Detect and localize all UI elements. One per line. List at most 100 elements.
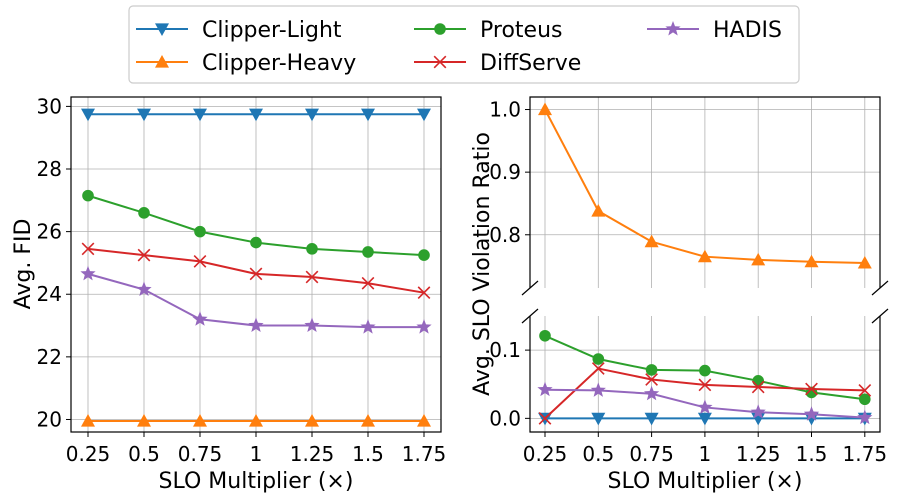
- slo-x-tick-label: 1.5: [796, 442, 828, 466]
- fid-y-tick-label: 28: [37, 157, 62, 181]
- axis-break-mark: [871, 308, 889, 324]
- slo-point-clipper-heavy: [591, 203, 606, 217]
- fid-x-tick-label: 1: [250, 442, 263, 466]
- axis-break-mark: [521, 280, 539, 296]
- slo-point-hadis: [697, 399, 713, 414]
- fid-point-clipper-light: [361, 108, 375, 122]
- axis-break-mark: [871, 280, 889, 296]
- fid-point-hadis: [304, 317, 320, 333]
- slo-point-clipper-heavy: [644, 234, 659, 248]
- fid-point-hadis: [136, 281, 152, 297]
- fid-point-proteus: [418, 249, 430, 261]
- legend-marker-clipper-heavy: [155, 55, 169, 68]
- fid-point-hadis: [192, 311, 208, 326]
- legend: Clipper-Light Clipper-Heavy Proteus DiffSer…: [128, 5, 800, 84]
- fid-point-proteus: [194, 225, 206, 238]
- fid-y-axis-label: Avg. FID: [11, 219, 36, 310]
- fid-point-clipper-light: [137, 108, 151, 122]
- fid-chart: 0.25 0.5 0.75 1 1.25 1.5 1.75 20 22 24 26 28 30 Avg.…: [11, 94, 446, 494]
- slo-x-tick-label: 1: [699, 442, 712, 466]
- legend-label-diffserve: DiffServe: [480, 51, 581, 76]
- slo-point-clipper-heavy: [804, 254, 819, 268]
- fid-point-diffserve: [417, 286, 431, 300]
- fid-point-clipper-heavy: [361, 414, 375, 427]
- fid-series-hadis: [80, 265, 432, 334]
- slo-point-diffserve: [645, 373, 658, 386]
- legend-label-hadis: HADIS: [713, 18, 782, 43]
- slo-point-hadis: [590, 382, 606, 397]
- fid-point-clipper-heavy: [137, 414, 151, 427]
- fid-point-hadis: [248, 317, 264, 333]
- fid-x-tick-label: 0.5: [128, 442, 160, 466]
- slo-point-proteus: [539, 329, 551, 342]
- slo-x-tick-label: 0.5: [582, 442, 614, 466]
- slo-x-tick-label: 1.75: [843, 442, 888, 466]
- legend-label-proteus: Proteus: [480, 18, 562, 43]
- fid-x-tick-label: 1.75: [402, 442, 447, 466]
- fid-y-tick-label: 20: [37, 407, 62, 431]
- slo-x-tick-label: 1.25: [736, 442, 781, 466]
- fid-x-tick-label: 0.25: [66, 442, 111, 466]
- slo-series-hadis: [537, 381, 873, 425]
- fid-point-clipper-heavy: [249, 414, 263, 427]
- legend-frame: [128, 5, 800, 84]
- slo-y-tick-label: 0.1: [489, 338, 521, 362]
- slo-point-diffserve: [751, 380, 765, 394]
- legend-entry-clipper-light: Clipper-Light: [136, 18, 342, 43]
- fid-series-clipper-light: [81, 108, 431, 122]
- slo-x-tick-label: 0.25: [523, 442, 568, 466]
- legend-marker-clipper-light: [155, 23, 169, 36]
- legend-entry-diffserve: DiffServe: [414, 51, 581, 76]
- fid-y-tick-label: 22: [37, 345, 62, 369]
- fid-point-diffserve: [249, 267, 263, 281]
- slo-x-axis-label: SLO Multiplier (×): [608, 469, 803, 494]
- fid-point-clipper-heavy: [305, 414, 319, 427]
- slo-point-diffserve: [538, 411, 552, 425]
- fid-point-diffserve: [305, 270, 319, 284]
- fid-point-proteus: [138, 207, 150, 219]
- slo-y-tick-label: 0.9: [489, 160, 521, 184]
- fid-x-tick-label: 1.5: [352, 442, 384, 466]
- slo-point-hadis: [803, 406, 820, 421]
- slo-point-hadis: [857, 409, 873, 425]
- fid-point-diffserve: [81, 242, 95, 256]
- slo-y-tick-label: 0.8: [489, 223, 521, 247]
- slo-point-proteus: [752, 375, 764, 387]
- slo-point-diffserve: [698, 378, 712, 392]
- slo-point-hadis: [537, 381, 553, 397]
- fid-point-clipper-heavy: [417, 414, 431, 427]
- slo-point-proteus: [592, 353, 605, 365]
- legend-entry-hadis: HADIS: [647, 18, 782, 43]
- slo-point-clipper-light: [804, 412, 819, 426]
- fid-point-clipper-light: [249, 108, 263, 122]
- fid-series-diffserve: [81, 242, 431, 300]
- fid-point-proteus: [362, 246, 374, 258]
- slo-point-clipper-heavy: [751, 252, 766, 266]
- slo-point-proteus: [645, 364, 658, 376]
- slo-point-clipper-light: [697, 412, 712, 426]
- fid-point-clipper-heavy: [193, 414, 207, 427]
- slo-point-clipper-light: [644, 412, 659, 426]
- fid-point-clipper-light: [305, 108, 319, 122]
- slo-point-clipper-light: [591, 412, 606, 426]
- slo-y-tick-label: 1.0: [489, 98, 521, 122]
- fid-x-tick-label: 0.75: [178, 442, 223, 466]
- legend-entry-proteus: Proteus: [414, 18, 562, 43]
- fid-point-proteus: [306, 243, 318, 255]
- legend-marker-hadis: [665, 21, 681, 36]
- fid-point-proteus: [250, 236, 262, 249]
- slo-point-clipper-heavy: [697, 249, 712, 263]
- fid-y-tick-label: 24: [37, 282, 62, 306]
- fid-point-diffserve: [193, 255, 207, 268]
- slo-point-proteus: [859, 393, 871, 406]
- fid-point-diffserve: [137, 248, 151, 262]
- slo-point-diffserve: [591, 362, 605, 375]
- slo-violation-chart: 0.25 0.5 0.75 1 1.25 1.5 1.75 0.8 0.9 1.0 0.0 0.1 A…: [470, 96, 889, 494]
- slo-x-tick-label: 0.75: [629, 442, 674, 466]
- fid-y-tick-label: 30: [37, 94, 62, 118]
- slo-point-hadis: [643, 385, 660, 401]
- slo-point-clipper-heavy: [538, 102, 552, 116]
- slo-y-tick-label: 0.0: [489, 406, 521, 430]
- legend-marker-proteus: [434, 23, 446, 35]
